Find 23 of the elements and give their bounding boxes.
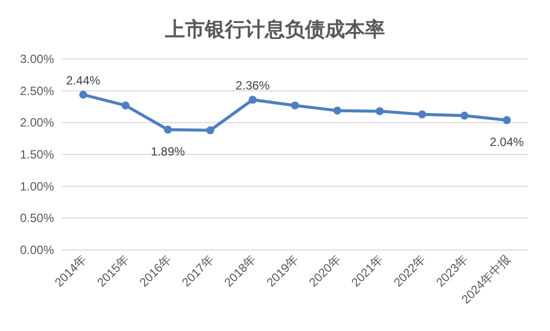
point	[418, 110, 426, 118]
title: 上市银行计息负债成本率	[165, 19, 385, 41]
point	[502, 116, 511, 124]
point	[206, 126, 214, 134]
data-label: 1.89%	[150, 144, 186, 159]
point	[291, 101, 299, 110]
y-tick-label: 1.00%	[20, 179, 54, 194]
y-tick-label: 0.00%	[20, 243, 54, 257]
y-tick-label: 2.50%	[20, 84, 54, 98]
point	[460, 112, 468, 120]
point	[122, 101, 130, 110]
data-label: 2.44%	[66, 74, 101, 88]
y-tick-label: 1.50%	[20, 148, 54, 162]
y-tick-label: 2.00%	[20, 116, 54, 130]
data-label: 2.36%	[236, 78, 270, 93]
y-tick-label: 0.50%	[20, 211, 54, 226]
point	[376, 107, 384, 116]
point	[164, 126, 172, 134]
point	[79, 90, 88, 99]
y-tick-label: 3.00%	[20, 52, 54, 66]
point	[333, 106, 342, 115]
data-label: 2.04%	[490, 135, 524, 150]
point	[248, 96, 257, 104]
